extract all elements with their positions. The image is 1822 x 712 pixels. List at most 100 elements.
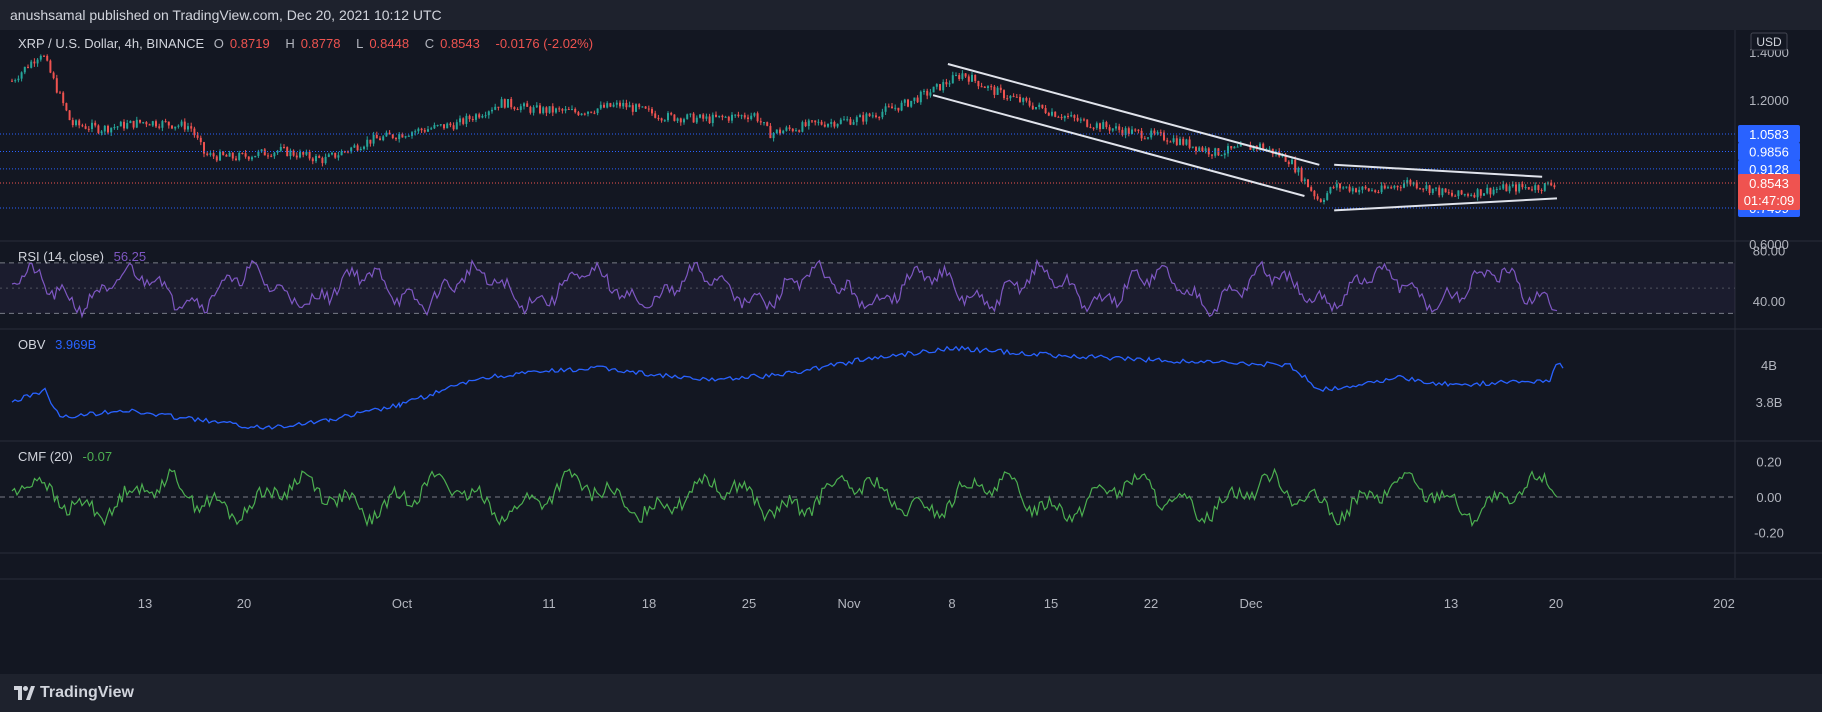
chart-svg[interactable]: 13 20 Oct 11 18 25 Nov 8 15 22 Dec 13 20 202 1.0583 0.9…	[0, 30, 1822, 674]
candle-body	[1102, 122, 1105, 130]
candle-body	[468, 115, 471, 120]
candle-body	[324, 156, 327, 164]
candle-body	[1079, 119, 1082, 121]
candle-body	[1092, 127, 1095, 129]
candle-body	[257, 151, 260, 156]
candle-body	[1163, 132, 1165, 141]
candle-body	[503, 99, 506, 108]
candle-body	[17, 78, 20, 81]
candle-body	[132, 120, 135, 128]
candle-body	[295, 155, 298, 158]
candle-body	[46, 55, 49, 61]
candle-body	[1371, 190, 1373, 192]
candle-body	[129, 120, 132, 124]
candle-body	[971, 74, 973, 82]
candle-body	[990, 86, 993, 88]
candle-body	[113, 127, 116, 129]
candle-body	[481, 115, 484, 118]
candle-body	[539, 105, 541, 114]
x-axis-tick-label: 22	[1144, 596, 1158, 611]
candle-body	[1473, 194, 1476, 198]
candle-body	[1527, 187, 1530, 190]
cmf-axis-tick: 0.20	[1756, 455, 1781, 470]
candle-body	[423, 130, 426, 132]
candle-body	[1467, 194, 1469, 196]
candle-body	[110, 127, 113, 133]
candle-body	[247, 156, 250, 160]
candle-body	[68, 110, 71, 121]
footer-brand[interactable]: TradingView	[40, 684, 134, 701]
candle-body	[660, 118, 663, 121]
candle-body	[926, 90, 929, 96]
candle-body	[1111, 128, 1114, 131]
candle-body	[404, 136, 407, 138]
candle-body	[193, 128, 196, 136]
support-level-badge	[1738, 125, 1800, 144]
candle-body	[903, 99, 906, 103]
cmf-axis-tick: -0.20	[1754, 525, 1784, 540]
candle-body	[1031, 105, 1034, 110]
cmf-current-value: -0.07	[82, 449, 113, 464]
candle-body	[1166, 140, 1169, 142]
candle-body	[1150, 130, 1153, 138]
candle-body	[551, 106, 554, 113]
candle-body	[1051, 111, 1053, 116]
candle-body	[1543, 183, 1546, 191]
chart-area[interactable]: 13 20 Oct 11 18 25 Nov 8 15 22 Dec 13 20 202 1.0583 0.9…	[0, 30, 1822, 674]
candle-body	[1387, 187, 1389, 189]
candle-body	[315, 155, 317, 162]
candle-body	[1489, 187, 1492, 195]
candle-body	[1316, 196, 1319, 200]
x-axis-tick-label: 13	[138, 596, 152, 611]
candle-body	[1483, 193, 1485, 196]
ohlc-change: -0.0176 (-2.02%)	[495, 36, 594, 51]
candle-body	[1086, 119, 1089, 127]
candle-body	[455, 122, 458, 130]
candle-body	[763, 122, 765, 124]
candle-body	[436, 125, 439, 127]
candle-body	[71, 120, 74, 126]
candle-body	[318, 155, 321, 158]
candle-body	[286, 147, 289, 157]
candle-body	[311, 158, 314, 162]
candle-body	[1447, 192, 1450, 194]
candle-body	[507, 99, 509, 108]
candle-body	[372, 134, 375, 144]
candle-body	[526, 103, 529, 107]
candle-body	[910, 100, 913, 107]
candle-body	[987, 86, 989, 89]
candle-body	[267, 155, 269, 157]
candle-body	[769, 125, 772, 139]
support-level-badge	[1738, 142, 1800, 161]
candles-group	[11, 54, 1556, 205]
x-axis-tick-label: 15	[1044, 596, 1058, 611]
candle-body	[1047, 113, 1050, 116]
candle-body	[935, 84, 938, 87]
candle-body	[782, 130, 785, 134]
candle-body	[683, 119, 685, 123]
publisher-line: anushsamal published on TradingView.com,…	[10, 7, 442, 23]
support-level-label: 0.9128	[1749, 162, 1789, 177]
candle-body	[1063, 116, 1066, 119]
candle-body	[1495, 188, 1498, 190]
candle-body	[814, 120, 817, 123]
candle-body	[827, 123, 829, 127]
candle-body	[1028, 100, 1031, 106]
candle-body	[1239, 144, 1242, 147]
candle-body	[654, 113, 657, 118]
candle-body	[340, 151, 343, 156]
tradingview-logo-icon[interactable]	[12, 683, 36, 703]
candle-body	[1303, 179, 1306, 182]
publisher-header: anushsamal published on TradingView.com,…	[0, 0, 1822, 30]
candle-body	[1076, 117, 1079, 121]
ohlc-high-label: H	[285, 36, 295, 51]
obv-legend-label: OBV	[18, 337, 46, 352]
candle-body	[305, 151, 308, 155]
candle-body	[1265, 148, 1268, 150]
candle-body	[199, 137, 202, 143]
candle-body	[356, 145, 359, 151]
candle-body	[1207, 148, 1210, 155]
candle-body	[11, 80, 13, 82]
ohlc-low-value: 0.8448	[369, 36, 410, 51]
candle-body	[859, 115, 861, 118]
